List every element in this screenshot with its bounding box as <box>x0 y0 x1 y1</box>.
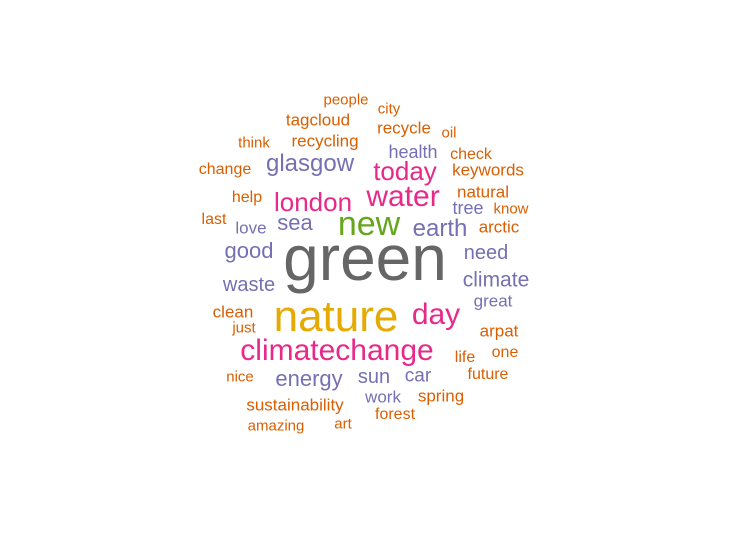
word-energy: energy <box>275 366 343 391</box>
word-just: just <box>232 319 256 337</box>
word-oil: oil <box>441 124 457 142</box>
word-keywords: keywords <box>452 160 524 180</box>
word-sun: sun <box>357 366 391 388</box>
word-work: work <box>365 387 401 407</box>
word-think: think <box>238 134 270 152</box>
word-nice: nice <box>226 368 254 386</box>
word-day: day <box>411 298 461 331</box>
word-climate: climate <box>462 268 530 292</box>
word-london: london <box>273 187 353 217</box>
word-amazing: amazing <box>247 417 305 435</box>
word-arctic: arctic <box>478 217 520 237</box>
word-earth: earth <box>412 215 468 242</box>
word-change: change <box>198 161 252 178</box>
word-know: know <box>493 200 529 218</box>
word-check: check <box>450 146 492 163</box>
word-great: great <box>473 291 513 311</box>
word-tagcloud: tagcloud <box>285 110 351 130</box>
word-future: future <box>467 366 509 383</box>
word-health: health <box>388 142 438 162</box>
word-people: people <box>323 91 369 109</box>
word-sea: sea <box>277 210 313 235</box>
word-city: city <box>377 100 401 118</box>
word-new: new <box>337 205 401 243</box>
word-life: life <box>454 349 476 366</box>
word-recycle: recycle <box>377 118 431 138</box>
word-nature: nature <box>273 292 399 341</box>
word-last: last <box>201 211 227 228</box>
word-need: need <box>463 242 509 264</box>
word-green: green <box>283 222 447 294</box>
word-help: help <box>231 189 263 206</box>
word-waste: waste <box>222 274 276 296</box>
word-good: good <box>224 238 274 263</box>
word-love: love <box>235 218 267 238</box>
word-forest: forest <box>374 406 416 423</box>
word-art: art <box>334 415 352 433</box>
word-glasgow: glasgow <box>265 150 355 177</box>
word-car: car <box>404 365 432 387</box>
word-sustainability: sustainability <box>246 395 344 415</box>
word-water: water <box>366 180 440 213</box>
word-tree: tree <box>452 198 484 218</box>
word-today: today <box>373 156 437 186</box>
word-spring: spring <box>417 386 465 406</box>
word-recycling: recycling <box>291 131 359 151</box>
word-natural: natural <box>457 182 509 202</box>
word-clean: clean <box>212 302 254 322</box>
word-arpat: arpat <box>479 321 519 341</box>
word-one: one <box>491 344 519 361</box>
word-climatechange: climatechange <box>240 334 434 367</box>
